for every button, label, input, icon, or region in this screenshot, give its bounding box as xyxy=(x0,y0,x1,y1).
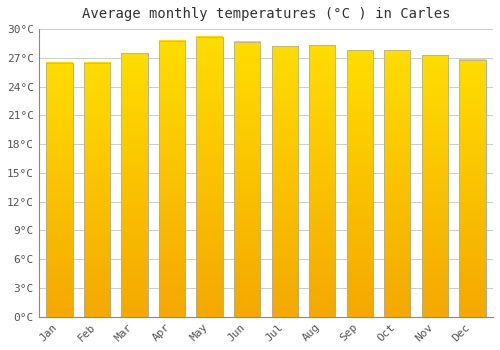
Bar xyxy=(460,60,485,317)
Bar xyxy=(309,46,336,317)
Bar xyxy=(159,41,185,317)
Bar xyxy=(122,53,148,317)
Bar xyxy=(196,37,223,317)
Bar xyxy=(309,46,336,317)
Bar xyxy=(122,53,148,317)
Bar xyxy=(384,50,410,317)
Bar xyxy=(272,46,298,317)
Bar xyxy=(384,50,410,317)
Bar xyxy=(460,60,485,317)
Bar xyxy=(234,42,260,317)
Bar xyxy=(422,55,448,317)
Bar xyxy=(159,41,185,317)
Bar xyxy=(46,63,72,317)
Bar xyxy=(84,63,110,317)
Bar xyxy=(272,46,298,317)
Bar xyxy=(84,63,110,317)
Bar xyxy=(346,50,373,317)
Title: Average monthly temperatures (°C ) in Carles: Average monthly temperatures (°C ) in Ca… xyxy=(82,7,450,21)
Bar xyxy=(234,42,260,317)
Bar xyxy=(46,63,72,317)
Bar xyxy=(422,55,448,317)
Bar xyxy=(196,37,223,317)
Bar xyxy=(346,50,373,317)
